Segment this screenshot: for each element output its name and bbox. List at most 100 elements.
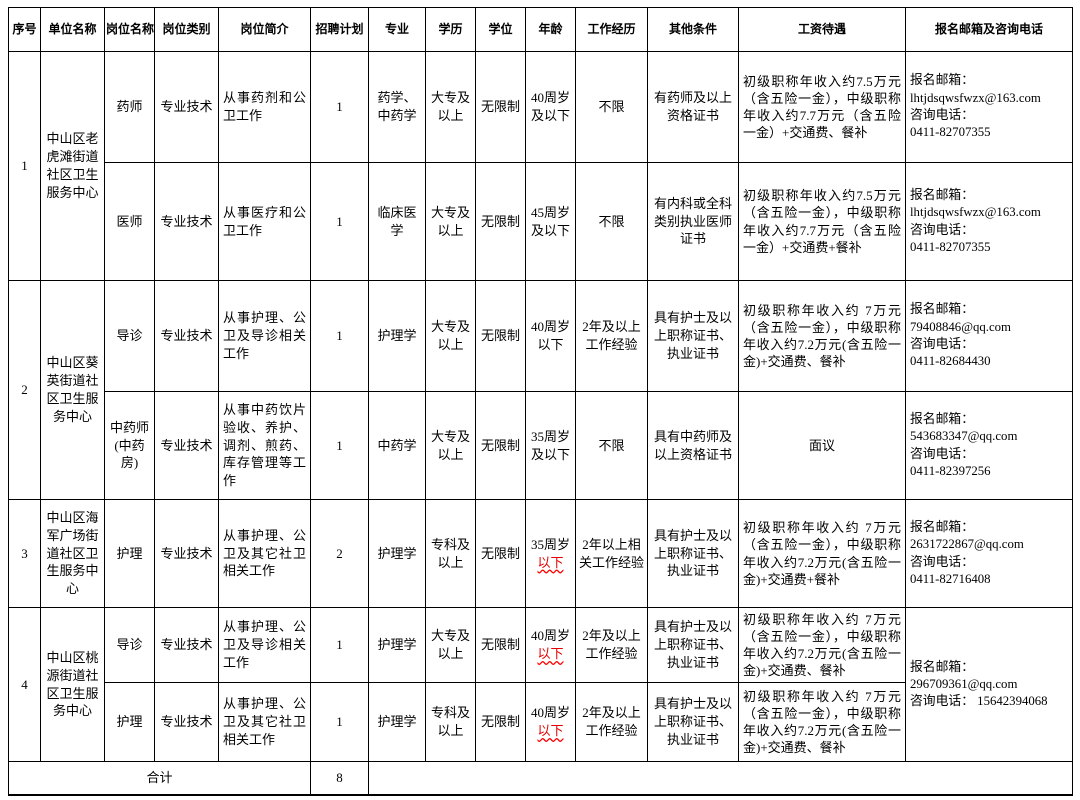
table-row: 医师 专业技术 从事医疗和公卫工作 1 临床医学 大专及以上 无限制 45周岁及…: [9, 162, 1073, 281]
duty-cell: 从事护理、公卫及导诊相关工作: [218, 280, 311, 392]
header-seq: 序号: [8, 7, 41, 52]
table-row: 护理 专业技术 从事护理、公卫及其它社卫相关工作 1 护理学 专科及以上 无限制…: [9, 682, 1073, 762]
duty-cell: 从事中药饮片验收、养护、调剂、煎药、库存管理等工作: [218, 391, 311, 500]
table-row: 中药师 (中药房) 专业技术 从事中药饮片验收、养护、调剂、煎药、库存管理等工作 …: [9, 391, 1073, 500]
experience-cell: 2年及以上工作经验: [575, 280, 648, 392]
contact-email: lhtjdsqwsfwzx@163.com: [910, 205, 1041, 220]
category-cell: 专业技术: [154, 499, 219, 608]
contact-line: 报名邮箱：: [910, 187, 974, 202]
contact-phone: 0411-82707355: [910, 239, 991, 254]
degree-cell: 无限制: [475, 499, 526, 608]
header-education: 学历: [425, 7, 476, 52]
degree-cell: 无限制: [475, 280, 526, 392]
other-cell: 具有中药师及以上资格证书: [647, 391, 739, 500]
age-cell: 45周岁及以下: [525, 162, 576, 281]
contact-phone: 0411-82397256: [910, 463, 991, 478]
count-cell: 1: [310, 607, 369, 683]
other-cell: 具有护士及以上职称证书、执业证书: [647, 280, 739, 392]
position-cell: 药师: [104, 51, 155, 163]
other-cell: 具有护士及以上职称证书、执业证书: [647, 499, 739, 608]
contact-line: 咨询电话：: [910, 222, 974, 237]
contact-line: 咨询电话：: [910, 108, 974, 122]
count-cell: 1: [310, 280, 369, 392]
total-empty-cell: [368, 761, 1073, 796]
contact-email: 2631722867@qq.com: [910, 537, 1024, 552]
seq-cell: 4: [8, 607, 41, 762]
header-major: 专业: [368, 7, 426, 52]
salary-cell: 初级职称年收入约7.5万元（含五险一金），中级职称年收入约7.7万元（含五险一金…: [738, 162, 906, 281]
salary-cell: 初级职称年收入约 7万元（含五险一金），中级职称年收入约7.2万元(含五险一金)…: [738, 682, 906, 762]
age-cell: 35周岁及以下: [525, 391, 576, 500]
contact-phone: 0411-82707355: [910, 125, 991, 140]
contact-line: 咨询电话：: [910, 554, 974, 569]
duty-cell: 从事护理、公卫及其它社卫相关工作: [218, 682, 311, 762]
table-row: 2 中山区葵英街道社区卫生服务中心 导诊 专业技术 从事护理、公卫及导诊相关工作…: [8, 280, 1073, 500]
contact-cell: 报名邮箱： 2631722867@qq.com 咨询电话： 0411-82716…: [905, 499, 1073, 608]
contact-line: 咨询电话：: [910, 337, 974, 351]
education-cell: 大专及以上: [425, 280, 476, 392]
position-cell: 导诊: [104, 607, 155, 683]
header-count: 招聘计划: [310, 7, 369, 52]
count-cell: 2: [310, 499, 369, 608]
unit-cell: 中山区葵英街道社区卫生服务中心: [40, 280, 105, 500]
contact-line: 报名邮箱：: [910, 519, 974, 534]
contact-line: 报名邮箱：: [910, 411, 974, 426]
count-cell: 1: [310, 391, 369, 500]
age-cell: 40周岁以下: [525, 682, 576, 762]
category-cell: 专业技术: [154, 682, 219, 762]
contact-line: 报名邮箱：: [910, 73, 974, 88]
header-position: 岗位名称: [104, 7, 155, 52]
contact-cell: 报名邮箱： lhtjdsqwsfwzx@163.com 咨询电话： 0411-8…: [905, 162, 1073, 281]
major-cell: 中药学: [368, 391, 426, 500]
experience-cell: 不限: [575, 391, 648, 500]
position-cell: 导诊: [104, 280, 155, 392]
experience-cell: 不限: [575, 162, 648, 281]
total-label-cell: 合计: [8, 761, 311, 796]
contact-cell: 报名邮箱： 296709361@qq.com 咨询电话： 15642394068: [905, 607, 1073, 762]
contact-email: 79408846@qq.com: [910, 319, 1012, 334]
age-cell: 40周岁以下: [525, 280, 576, 392]
header-degree: 学位: [475, 7, 526, 52]
education-cell: 大专及以上: [425, 607, 476, 683]
position-cell: 医师: [104, 162, 155, 281]
salary-cell: 初级职称年收入约 7万元（含五险一金），中级职称年收入约7.2万元(含五险一金)…: [738, 607, 906, 683]
position-cell: 护理: [104, 682, 155, 762]
header-duty: 岗位简介: [218, 7, 311, 52]
contact-phone: 0411-82684430: [910, 354, 991, 369]
contact-line: 咨询电话：: [910, 446, 974, 461]
count-cell: 1: [310, 162, 369, 281]
education-cell: 专科及以上: [425, 682, 476, 762]
degree-cell: 无限制: [475, 682, 526, 762]
header-category: 岗位类别: [154, 7, 219, 52]
degree-cell: 无限制: [475, 51, 526, 163]
duty-cell: 从事药剂和公卫工作: [218, 51, 311, 163]
age-cell: 35周岁以下: [525, 499, 576, 608]
experience-cell: 2年及以上工作经验: [575, 682, 648, 762]
age-cell: 40周岁及以下: [525, 51, 576, 163]
major-cell: 护理学: [368, 280, 426, 392]
category-cell: 专业技术: [154, 51, 219, 163]
recruitment-table: 序号 单位名称 岗位名称 岗位类别 岗位简介 招聘计划 专业 学历 学位 年龄 …: [8, 7, 1073, 796]
contact-email: lhtjdsqwsfwzx@163.com: [910, 90, 1041, 105]
other-cell: 有内科或全科类别执业医师证书: [647, 162, 739, 281]
experience-cell: 2年以上相关工作经验: [575, 499, 648, 608]
table-footer: 合计 8: [8, 761, 1073, 796]
other-cell: 具有护士及以上职称证书、执业证书: [647, 607, 739, 683]
major-cell: 药学、中药学: [368, 51, 426, 163]
unit-cell: 中山区桃源街道社区卫生服务中心: [40, 607, 105, 762]
seq-cell: 3: [8, 499, 41, 608]
table-row: 4 中山区桃源街道社区卫生服务中心 导诊 专业技术 从事护理、公卫及导诊相关工作…: [8, 607, 1073, 762]
seq-cell: 1: [8, 51, 41, 281]
duty-cell: 从事护理、公卫及其它社卫相关工作: [218, 499, 311, 608]
header-age: 年龄: [525, 7, 576, 52]
major-cell: 护理学: [368, 607, 426, 683]
degree-cell: 无限制: [475, 607, 526, 683]
experience-cell: 不限: [575, 51, 648, 163]
category-cell: 专业技术: [154, 280, 219, 392]
contact-cell: 报名邮箱： 79408846@qq.com 咨询电话： 0411-8268443…: [905, 280, 1073, 392]
table-header: 序号 单位名称 岗位名称 岗位类别 岗位简介 招聘计划 专业 学历 学位 年龄 …: [8, 7, 1073, 52]
category-cell: 专业技术: [154, 607, 219, 683]
position-cell: 中药师 (中药房): [104, 391, 155, 500]
header-experience: 工作经历: [575, 7, 648, 52]
